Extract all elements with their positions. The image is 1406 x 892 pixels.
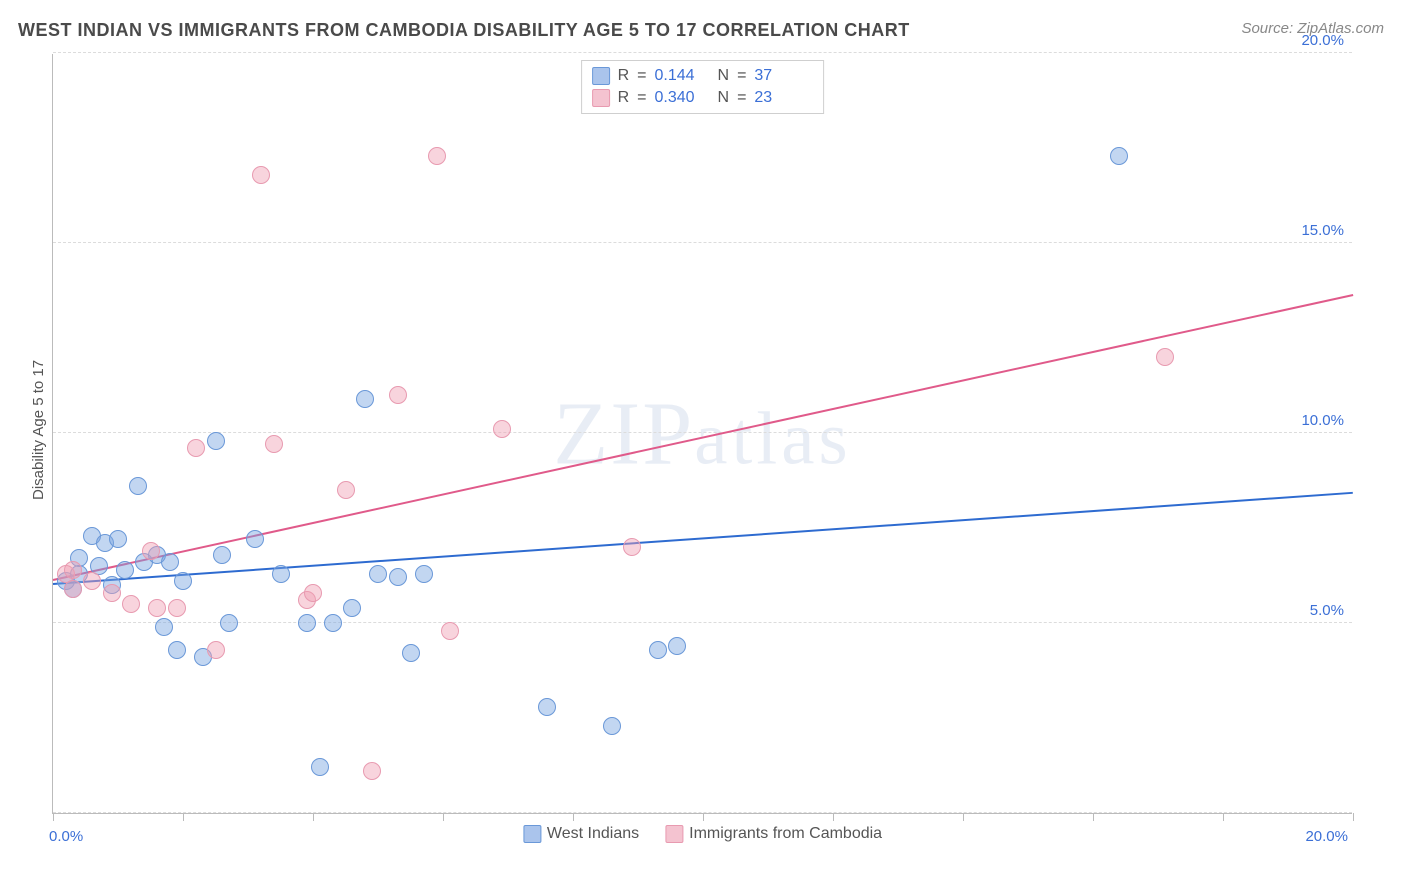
chart-title: WEST INDIAN VS IMMIGRANTS FROM CAMBODIA … — [18, 20, 910, 41]
data-point — [83, 572, 101, 590]
legend-n-label: N — [718, 89, 730, 107]
equals-sign: = — [637, 67, 646, 85]
gridline-h — [53, 622, 1352, 623]
series-b-label: Immigrants from Cambodia — [689, 825, 882, 842]
data-point — [415, 565, 433, 583]
x-tick-label: 20.0% — [1305, 828, 1348, 845]
data-point — [363, 762, 381, 780]
data-point — [109, 530, 127, 548]
x-tick — [833, 813, 834, 821]
x-tick — [1093, 813, 1094, 821]
data-point — [441, 622, 459, 640]
data-point — [1110, 147, 1128, 165]
x-tick — [313, 813, 314, 821]
swatch-series-a — [523, 825, 541, 843]
legend-r-label: R — [618, 67, 630, 85]
x-tick — [573, 813, 574, 821]
data-point — [213, 546, 231, 564]
data-point — [324, 614, 342, 632]
legend-item-a: West Indians — [523, 825, 639, 843]
gridline-h — [53, 432, 1352, 433]
data-point — [103, 584, 121, 602]
equals-sign: = — [737, 89, 746, 107]
x-tick — [183, 813, 184, 821]
data-point — [623, 538, 641, 556]
x-tick — [703, 813, 704, 821]
data-point — [428, 147, 446, 165]
data-point — [304, 584, 322, 602]
x-tick — [443, 813, 444, 821]
data-point — [337, 481, 355, 499]
data-point — [343, 599, 361, 617]
scatter-plot-area: ZIPatlas R = 0.144 N = 37 R = 0.340 N = … — [52, 54, 1352, 814]
data-point — [129, 477, 147, 495]
y-tick-label: 10.0% — [1301, 412, 1344, 429]
data-point — [668, 637, 686, 655]
legend-row-b: R = 0.340 N = 23 — [592, 87, 810, 109]
gridline-h — [53, 52, 1352, 53]
data-point — [252, 166, 270, 184]
x-tick — [1353, 813, 1354, 821]
y-tick-label: 15.0% — [1301, 222, 1344, 239]
swatch-series-b — [665, 825, 683, 843]
watermark: ZIPatlas — [553, 382, 851, 485]
swatch-series-b — [592, 89, 610, 107]
y-axis-label: Disability Age 5 to 17 — [30, 360, 47, 500]
data-point — [311, 758, 329, 776]
watermark-bold: ZIP — [553, 384, 694, 483]
data-point — [122, 595, 140, 613]
x-tick — [963, 813, 964, 821]
data-point — [168, 599, 186, 617]
y-tick-label: 5.0% — [1310, 602, 1344, 619]
r-value-a: 0.144 — [655, 67, 710, 85]
r-value-b: 0.340 — [655, 89, 710, 107]
legend-item-b: Immigrants from Cambodia — [665, 825, 882, 843]
data-point — [265, 435, 283, 453]
data-point — [389, 568, 407, 586]
data-point — [174, 572, 192, 590]
data-point — [649, 641, 667, 659]
data-point — [64, 580, 82, 598]
data-point — [148, 599, 166, 617]
data-point — [538, 698, 556, 716]
data-point — [389, 386, 407, 404]
x-tick — [1223, 813, 1224, 821]
series-legend: West Indians Immigrants from Cambodia — [523, 825, 882, 843]
data-point — [356, 390, 374, 408]
data-point — [220, 614, 238, 632]
gridline-h — [53, 242, 1352, 243]
legend-n-label: N — [718, 67, 730, 85]
data-point — [369, 565, 387, 583]
data-point — [402, 644, 420, 662]
data-point — [116, 561, 134, 579]
data-point — [64, 561, 82, 579]
n-value-a: 37 — [754, 67, 809, 85]
series-a-label: West Indians — [547, 825, 639, 842]
equals-sign: = — [737, 67, 746, 85]
data-point — [493, 420, 511, 438]
n-value-b: 23 — [754, 89, 809, 107]
swatch-series-a — [592, 67, 610, 85]
data-point — [207, 432, 225, 450]
data-point — [603, 717, 621, 735]
data-point — [187, 439, 205, 457]
equals-sign: = — [637, 89, 646, 107]
legend-row-a: R = 0.144 N = 37 — [592, 65, 810, 87]
data-point — [207, 641, 225, 659]
x-tick-label: 0.0% — [49, 828, 83, 845]
data-point — [168, 641, 186, 659]
data-point — [161, 553, 179, 571]
legend-r-label: R — [618, 89, 630, 107]
data-point — [142, 542, 160, 560]
data-point — [298, 614, 316, 632]
correlation-legend: R = 0.144 N = 37 R = 0.340 N = 23 — [581, 60, 825, 114]
y-tick-label: 20.0% — [1301, 32, 1344, 49]
data-point — [246, 530, 264, 548]
data-point — [272, 565, 290, 583]
data-point — [1156, 348, 1174, 366]
data-point — [155, 618, 173, 636]
x-tick — [53, 813, 54, 821]
